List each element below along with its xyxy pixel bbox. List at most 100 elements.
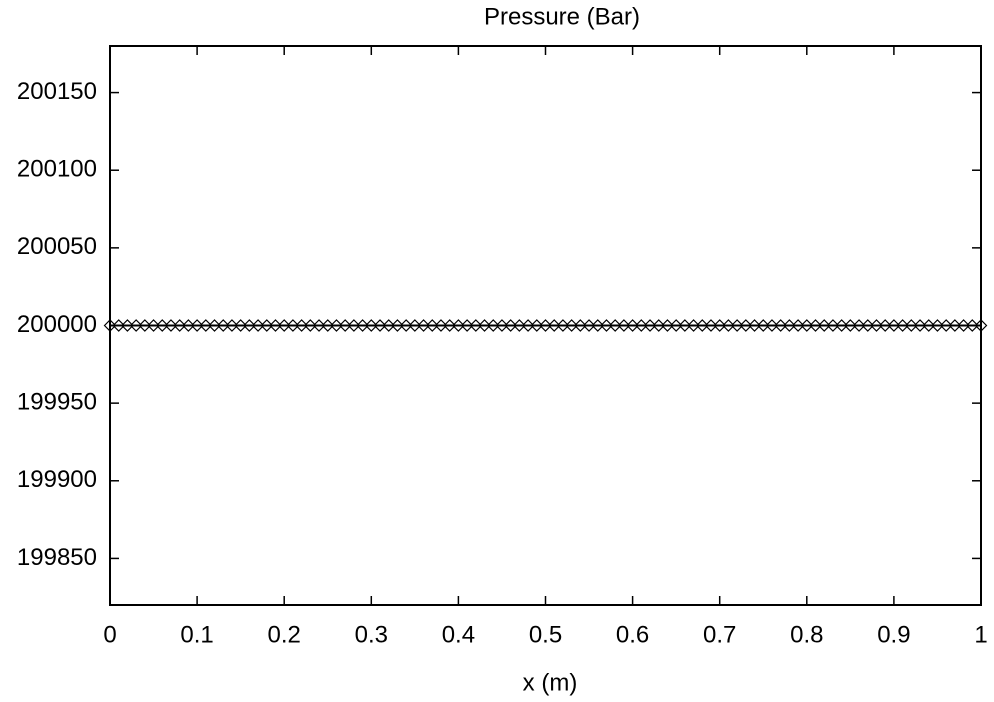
data-marker <box>722 319 735 332</box>
y-tick-label: 200000 <box>17 311 97 338</box>
x-tick-label: 0.8 <box>790 621 823 648</box>
data-marker <box>687 319 700 332</box>
data-marker <box>931 319 944 332</box>
data-marker <box>530 319 544 332</box>
x-tick-label: 0 <box>103 621 116 648</box>
data-marker <box>904 319 918 332</box>
data-marker <box>800 319 814 332</box>
data-marker <box>661 319 674 332</box>
data-marker <box>626 319 639 332</box>
data-marker <box>704 319 718 332</box>
data-marker <box>617 319 631 332</box>
data-marker <box>504 319 518 332</box>
data-marker <box>216 319 230 332</box>
data-marker <box>913 319 927 332</box>
y-tick-label: 199900 <box>17 466 97 493</box>
data-marker <box>182 319 195 332</box>
data-marker <box>121 319 134 332</box>
chart-title: Pressure (Bar) <box>484 3 640 30</box>
data-marker <box>469 319 483 332</box>
data-marker <box>164 319 178 332</box>
data-marker <box>408 319 422 332</box>
data-marker <box>391 319 404 332</box>
x-tick-label: 1 <box>974 621 987 648</box>
data-marker <box>364 319 378 332</box>
data-marker <box>138 319 152 332</box>
data-marker <box>452 319 465 332</box>
data-marker <box>495 319 509 332</box>
data-marker <box>303 319 317 332</box>
data-marker <box>669 319 683 332</box>
data-marker <box>634 319 648 332</box>
x-tick-label: 0.2 <box>268 621 301 648</box>
data-marker <box>338 319 352 332</box>
data-marker <box>399 319 413 332</box>
data-marker <box>739 319 753 332</box>
data-marker <box>939 319 953 332</box>
data-marker <box>521 319 535 332</box>
data-marker <box>948 319 962 332</box>
data-marker <box>478 319 491 332</box>
data-marker <box>321 319 335 332</box>
data-marker <box>783 319 796 332</box>
data-marker <box>852 319 866 332</box>
data-marker <box>957 319 970 332</box>
data-marker <box>460 319 474 332</box>
data-marker <box>129 319 143 332</box>
x-axis-label: x (m) <box>523 669 578 696</box>
y-tick-label: 200100 <box>17 156 97 183</box>
data-marker <box>878 319 892 332</box>
data-marker <box>922 319 936 332</box>
data-marker <box>513 319 526 332</box>
data-marker <box>486 319 500 332</box>
data-marker <box>809 319 822 332</box>
data-marker <box>608 319 622 332</box>
data-marker <box>286 319 300 332</box>
data-marker <box>887 319 901 332</box>
x-tick-label: 0.1 <box>180 621 213 648</box>
y-tick-label: 199850 <box>17 544 97 571</box>
data-marker <box>155 319 169 332</box>
data-marker <box>652 319 666 332</box>
data-marker <box>844 319 857 332</box>
data-marker <box>243 319 256 332</box>
data-marker <box>417 319 430 332</box>
data-marker <box>765 319 779 332</box>
data-marker <box>312 319 326 332</box>
x-tick-label: 0.4 <box>442 621 475 648</box>
data-marker <box>277 319 291 332</box>
data-marker <box>147 319 160 332</box>
y-tick-label: 200150 <box>17 78 97 105</box>
data-marker <box>234 319 247 332</box>
data-marker <box>173 319 187 332</box>
data-marker <box>539 319 552 332</box>
data-marker <box>573 319 587 332</box>
data-marker <box>260 319 274 332</box>
data-marker <box>748 319 761 332</box>
data-marker <box>443 319 457 332</box>
data-marker <box>774 319 788 332</box>
data-marker <box>817 319 831 332</box>
data-marker <box>974 319 988 332</box>
data-marker <box>643 319 657 332</box>
data-marker <box>112 319 126 332</box>
data-marker <box>600 319 613 332</box>
data-marker <box>730 319 744 332</box>
data-marker <box>251 319 265 332</box>
data-marker <box>103 319 117 332</box>
data-marker <box>678 319 692 332</box>
data-marker <box>835 319 848 332</box>
data-marker <box>861 319 875 332</box>
data-marker <box>713 319 727 332</box>
data-marker <box>556 319 570 332</box>
y-tick-label: 199950 <box>17 388 97 415</box>
data-marker <box>225 319 239 332</box>
data-marker <box>330 319 343 332</box>
data-marker <box>896 319 909 332</box>
data-marker <box>269 319 282 332</box>
data-marker <box>547 319 561 332</box>
x-tick-label: 0.9 <box>877 621 910 648</box>
data-marker <box>695 319 709 332</box>
data-marker <box>434 319 448 332</box>
